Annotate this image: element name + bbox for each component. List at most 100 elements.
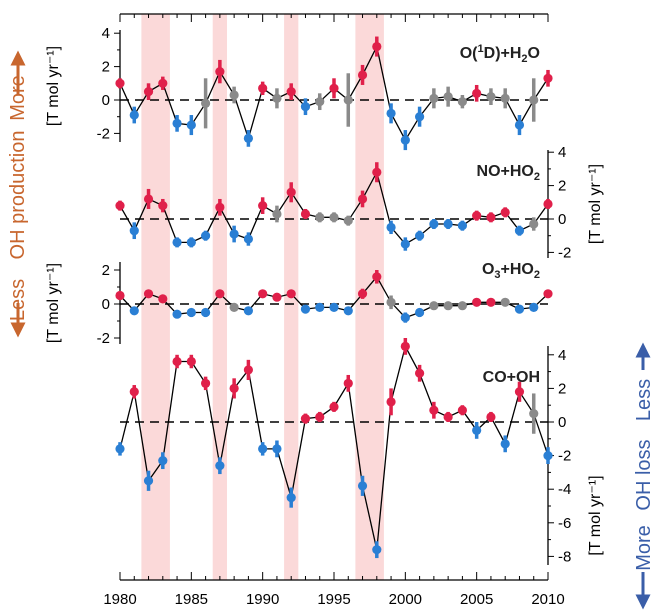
data-point [472, 297, 482, 307]
y-tick-label: 0 [102, 296, 110, 313]
data-point [500, 439, 510, 449]
data-point [215, 289, 225, 299]
data-point [201, 307, 211, 318]
oh-production-annotation: More OH production Less [7, 50, 29, 338]
data-point [529, 95, 539, 105]
x-tick-label: 1990 [246, 591, 279, 608]
data-point [500, 297, 510, 307]
data-point [343, 306, 353, 316]
axes [120, 13, 548, 581]
data-point [514, 120, 525, 130]
more-loss-label: More [633, 525, 655, 571]
data-point [514, 226, 525, 236]
data-point [543, 289, 553, 299]
data-point [415, 368, 425, 378]
data-point [258, 83, 268, 93]
data-point [272, 292, 282, 302]
data-point [400, 341, 410, 351]
data-point [115, 290, 125, 301]
data-point [215, 67, 225, 77]
y-tick-label: 2 [102, 262, 110, 279]
data-point [443, 301, 453, 311]
data-point [115, 78, 125, 88]
data-point [201, 378, 211, 388]
y-tick-label: -2 [558, 448, 571, 465]
data-point [415, 231, 425, 241]
data-point [486, 297, 496, 307]
data-point [472, 88, 482, 98]
x-tick-label: 1995 [317, 591, 350, 608]
data-point [514, 387, 525, 397]
y-tick-label: 0 [102, 92, 110, 109]
data-point [286, 289, 296, 299]
data-point [258, 444, 268, 454]
data-point [243, 234, 253, 244]
data-point [357, 481, 368, 491]
panel-label: O3+HO2 [482, 261, 540, 281]
data-point [386, 297, 396, 307]
data-point [372, 167, 382, 177]
data-point [500, 207, 510, 217]
x-tick-label: 1980 [103, 591, 136, 608]
y-tick-label: -6 [558, 515, 571, 532]
data-point [514, 304, 525, 314]
data-point [186, 307, 196, 318]
data-point [415, 307, 425, 318]
panel-label: NO+HO2 [477, 163, 540, 183]
x-tick-label: 2000 [389, 591, 422, 608]
data-point [172, 237, 182, 247]
data-point [243, 365, 253, 375]
data-point [457, 221, 467, 231]
data-point [400, 239, 410, 249]
less-production-label: Less [7, 279, 29, 321]
data-point [457, 97, 467, 107]
data-point [129, 110, 139, 120]
data-point [143, 289, 154, 299]
data-point [543, 199, 553, 209]
y-tick-label: 2 [558, 380, 566, 397]
data-point [529, 219, 539, 229]
panel-1: 4 2 0 -2 [T mol yr⁻¹] O(1D)+H2O [45, 25, 553, 151]
data-point [300, 304, 311, 314]
data-point [143, 476, 154, 486]
data-point [486, 412, 496, 422]
data-point [529, 409, 539, 419]
data-point [386, 108, 396, 118]
data-point [343, 378, 353, 388]
y-tick-label: -8 [558, 548, 571, 565]
data-point [386, 397, 396, 407]
y-tick-label: 2 [102, 59, 110, 76]
data-point [143, 194, 154, 204]
data-point [286, 87, 296, 97]
data-point [115, 201, 125, 211]
data-point [343, 95, 353, 105]
data-point [229, 90, 239, 100]
data-point [329, 302, 339, 312]
data-point [315, 412, 325, 422]
data-point [429, 219, 439, 229]
y-tick-label: 0 [558, 211, 566, 228]
data-point [215, 202, 225, 212]
x-tick-label: 1985 [175, 591, 208, 608]
data-point [429, 405, 439, 415]
data-point [158, 201, 168, 211]
data-point [172, 356, 182, 367]
data-point [186, 237, 196, 247]
data-point [158, 456, 168, 466]
y-unit-label: [T mol yr⁻¹] [45, 46, 62, 126]
data-point [543, 451, 553, 461]
data-point [272, 93, 282, 103]
data-point [115, 444, 125, 454]
data-point [486, 92, 496, 102]
y-tick-label: 4 [558, 347, 566, 364]
data-point [472, 211, 482, 221]
data-point [443, 92, 453, 102]
y-unit-label: [T mol yr⁻¹] [587, 475, 604, 555]
data-point [158, 78, 168, 88]
y-tick-label: 0 [558, 414, 566, 431]
data-point [372, 545, 382, 555]
y-tick-label: -4 [558, 481, 571, 498]
data-point [443, 219, 453, 229]
oh-loss-annotation: Less OH loss More [633, 342, 655, 610]
